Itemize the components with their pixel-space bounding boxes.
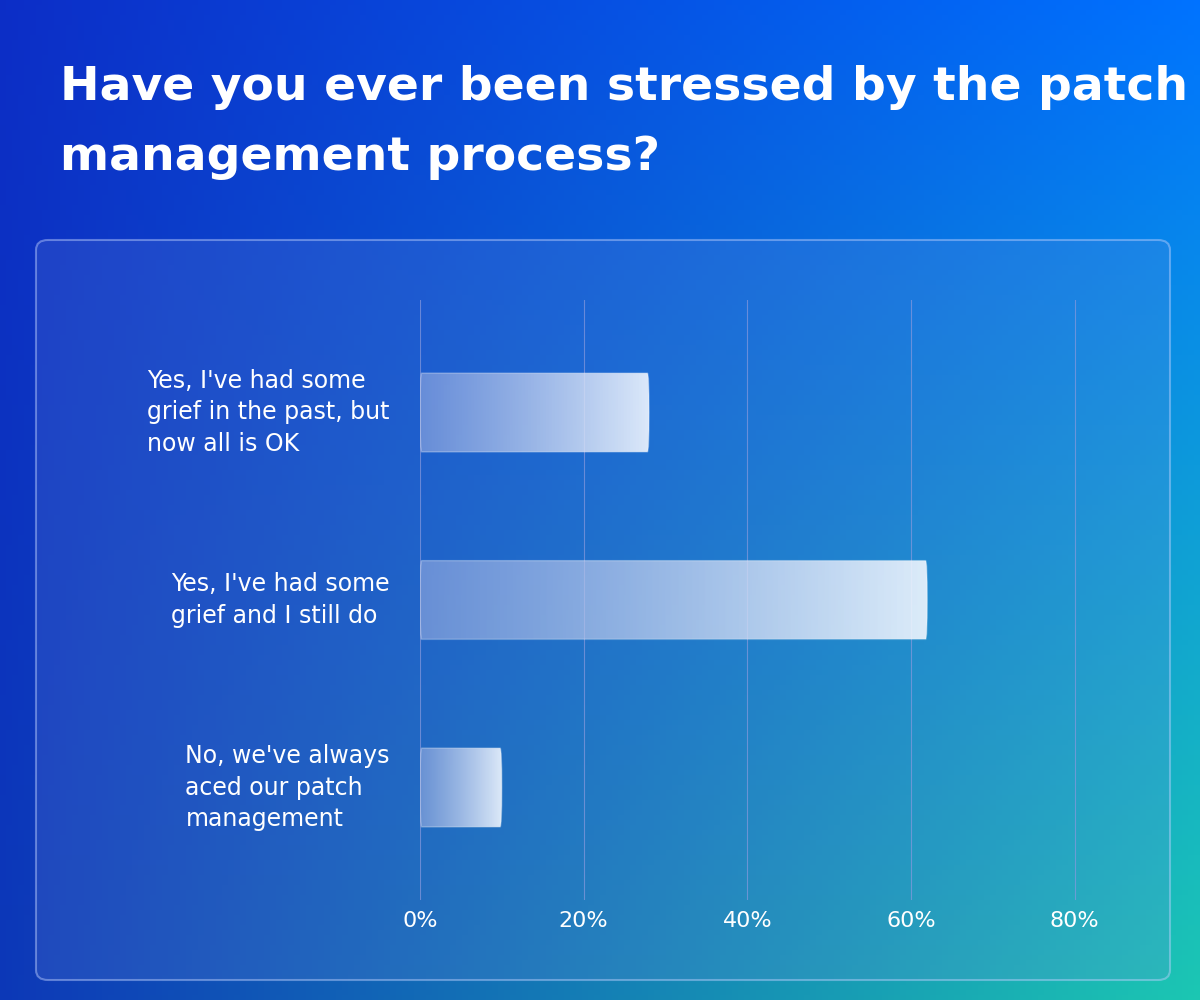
FancyBboxPatch shape bbox=[36, 240, 1170, 980]
Text: management process?: management process? bbox=[60, 135, 660, 180]
Text: Yes, I've had some
grief and I still do: Yes, I've had some grief and I still do bbox=[172, 572, 390, 628]
Text: No, we've always
aced our patch
management: No, we've always aced our patch manageme… bbox=[186, 744, 390, 831]
Text: Yes, I've had some
grief in the past, but
now all is OK: Yes, I've had some grief in the past, bu… bbox=[148, 369, 390, 456]
Text: Have you ever been stressed by the patch: Have you ever been stressed by the patch bbox=[60, 65, 1188, 110]
